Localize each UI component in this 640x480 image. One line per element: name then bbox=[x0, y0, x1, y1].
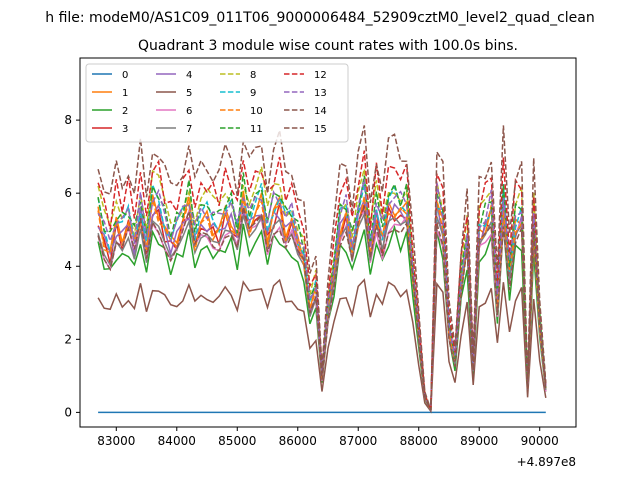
x-tick-label: 88000 bbox=[400, 434, 438, 448]
legend-label-9: 9 bbox=[250, 88, 256, 99]
legend-label-3: 3 bbox=[122, 124, 128, 135]
x-tick-label: 87000 bbox=[339, 434, 377, 448]
series-line-15 bbox=[97, 204, 547, 411]
axes-frame bbox=[79, 57, 577, 428]
x-tick-label: 83000 bbox=[97, 434, 135, 448]
x-tick-label: 84000 bbox=[158, 434, 196, 448]
legend-label-8: 8 bbox=[250, 70, 256, 81]
legend-label-1: 1 bbox=[122, 88, 128, 99]
x-tick-label: 89000 bbox=[460, 434, 498, 448]
x-tick-label: 86000 bbox=[279, 434, 317, 448]
legend-label-0: 0 bbox=[122, 70, 128, 81]
legend-label-2: 2 bbox=[122, 106, 128, 117]
legend-label-12: 12 bbox=[314, 70, 327, 81]
legend-label-5: 5 bbox=[186, 88, 192, 99]
chart-title: Quadrant 3 module wise count rates with … bbox=[138, 38, 518, 54]
legend-label-6: 6 bbox=[186, 106, 192, 117]
y-tick-label: 2 bbox=[64, 332, 72, 346]
legend-label-7: 7 bbox=[186, 124, 192, 135]
legend-label-15: 15 bbox=[314, 124, 327, 135]
figure-suptitle: h file: modeM0/AS1C09_011T06_9000006484_… bbox=[45, 10, 594, 26]
y-axis-ticks: 0 2 4 6 8 bbox=[64, 113, 80, 419]
legend-label-4: 4 bbox=[186, 70, 192, 81]
x-tick-label: 85000 bbox=[218, 434, 256, 448]
y-tick-label: 4 bbox=[64, 259, 72, 273]
x-tick-label: 90000 bbox=[521, 434, 559, 448]
legend-label-14: 14 bbox=[314, 106, 327, 117]
x-axis-ticks: 83000 84000 85000 86000 87000 88000 89000 90000 bbox=[97, 427, 559, 448]
x-axis-offset-text: +4.897e8 bbox=[517, 455, 576, 469]
y-tick-label: 6 bbox=[64, 186, 72, 200]
series-line-14 bbox=[97, 125, 547, 411]
y-tick-label: 8 bbox=[64, 113, 72, 127]
legend-label-10: 10 bbox=[250, 106, 263, 117]
legend-box bbox=[85, 63, 349, 143]
series-line-5 bbox=[97, 278, 547, 414]
y-tick-label: 0 bbox=[64, 405, 72, 419]
legend-label-11: 11 bbox=[250, 124, 263, 135]
legend-label-13: 13 bbox=[314, 88, 327, 99]
plot-area bbox=[97, 125, 547, 414]
